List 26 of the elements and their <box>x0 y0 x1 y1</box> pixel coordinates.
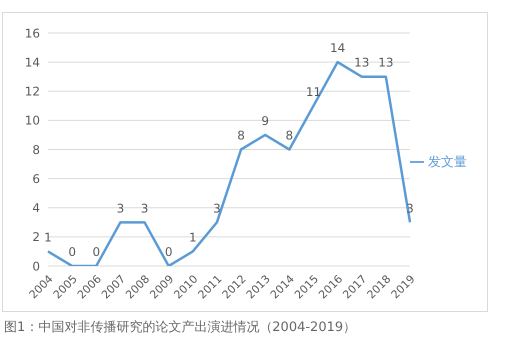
y-tick-label: 4 <box>32 201 40 216</box>
data-label: 0 <box>92 245 100 259</box>
data-label: 14 <box>330 41 346 56</box>
y-tick-label: 2 <box>32 230 40 244</box>
data-label: 3 <box>116 201 124 216</box>
data-label: 0 <box>68 245 76 259</box>
data-label: 1 <box>188 230 197 244</box>
y-tick-label: 12 <box>24 84 40 99</box>
data-label: 8 <box>237 128 245 142</box>
y-tick-label: 0 <box>32 259 40 274</box>
data-label: 11 <box>306 84 322 99</box>
data-label: 3 <box>140 201 148 216</box>
y-tick-label: 14 <box>24 55 40 70</box>
data-label: 9 <box>261 114 270 128</box>
y-tick-label: 10 <box>24 114 40 128</box>
data-label: 0 <box>164 245 172 259</box>
y-tick-label: 8 <box>32 142 40 157</box>
data-label: 1 <box>44 230 52 244</box>
data-label: 13 <box>378 56 394 70</box>
data-label: 13 <box>354 56 370 70</box>
data-label: 3 <box>213 201 221 216</box>
caption: 图1：中国对非传播研究的论文产出演进情况（2004-2019） <box>4 319 356 336</box>
y-tick-label: 6 <box>32 172 40 186</box>
y-tick-label: 16 <box>24 26 40 40</box>
legend-label: 发文量 <box>428 155 467 170</box>
data-label: 8 <box>286 128 294 142</box>
